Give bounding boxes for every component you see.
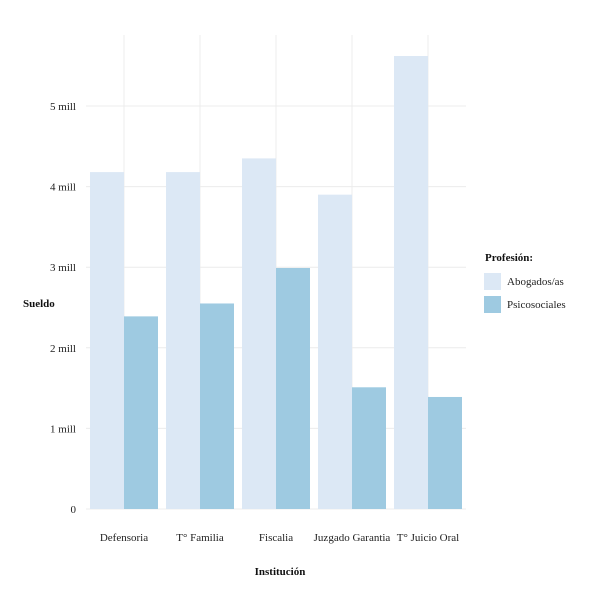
bar-psicosociales-1 [200, 303, 234, 509]
bar-abogados-as-0 [90, 172, 124, 510]
legend-label-1: Psicosociales [507, 299, 566, 311]
bar-psicosociales-0 [124, 316, 158, 509]
x-tick-label-4: T° Juicio Oral [397, 532, 459, 544]
x-axis-ticks: Defensoria T° Familia Fiscalia Juzgado Gara… [100, 532, 459, 544]
y-axis-ticks: 0 1 mill 2 mill 3 mill 4 mill 5 mill [50, 101, 76, 516]
y-tick-label-0: 0 [71, 504, 77, 516]
bar-psicosociales-2 [276, 268, 310, 509]
legend-swatch-0 [484, 273, 501, 290]
y-tick-label-4: 4 mill [50, 182, 76, 194]
y-tick-label-2: 2 mill [50, 343, 76, 355]
bar-abogados-as-4 [394, 56, 428, 509]
y-axis-title: Sueldo [23, 298, 55, 310]
legend-title: Profesión: [485, 252, 533, 264]
x-axis-title: Institución [255, 566, 306, 578]
y-tick-label-1: 1 mill [50, 423, 76, 435]
bars [90, 56, 462, 510]
legend-swatch-1 [484, 296, 501, 313]
x-tick-label-0: Defensoria [100, 532, 148, 544]
legend-label-0: Abogados/as [507, 276, 564, 288]
bar-abogados-as-2 [242, 158, 276, 509]
bar-psicosociales-3 [352, 387, 386, 509]
x-tick-label-3: Juzgado Garantia [314, 532, 391, 544]
x-tick-label-2: Fiscalia [259, 532, 293, 544]
bar-abogados-as-3 [318, 194, 352, 509]
bar-psicosociales-4 [428, 396, 462, 509]
x-tick-label-1: T° Familia [176, 532, 224, 544]
legend: Profesión: Abogados/as Psicosociales [484, 252, 566, 313]
bar-abogados-as-1 [166, 172, 200, 510]
y-tick-label-3: 3 mill [50, 262, 76, 274]
y-tick-label-5: 5 mill [50, 101, 76, 113]
